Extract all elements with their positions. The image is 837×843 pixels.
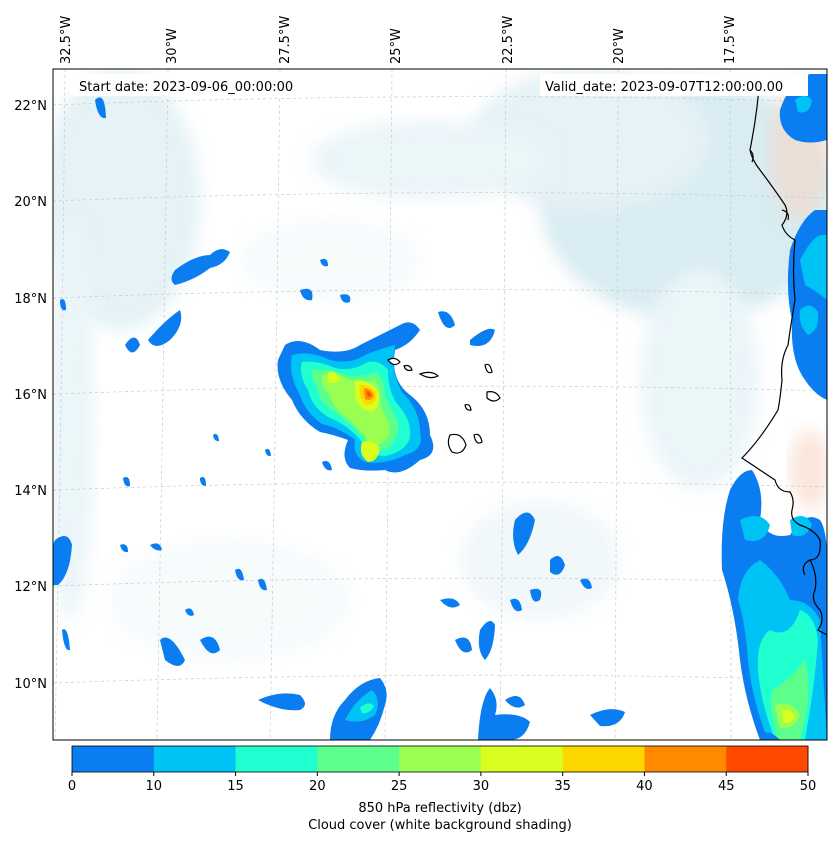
graticule <box>53 69 827 740</box>
colorbar-tick-label: 20 <box>309 779 326 794</box>
lon-label: 17.5°W <box>723 16 738 64</box>
colorbar-tick-label: 45 <box>718 779 735 794</box>
colorbar-tick-label: 40 <box>636 779 653 794</box>
reflectivity-storm-cluster <box>277 322 434 473</box>
colorbar-label: 850 hPa reflectivity (dbz) <box>358 801 522 816</box>
lat-label: 10°N <box>14 677 47 692</box>
colorbar-sublabel: Cloud cover (white background shading) <box>308 818 572 833</box>
start-date-text: Start date: 2023-09-06_00:00:00 <box>79 80 293 95</box>
colorbar: 0 10 15 20 25 30 35 40 45 50 <box>68 745 817 794</box>
colorbar-tick-label: 0 <box>68 779 76 794</box>
valid-date-text: Valid_date: 2023-09-07T12:00:00.00 <box>545 80 783 95</box>
reflectivity-scattered-cells <box>53 97 592 651</box>
lon-label: 32.5°W <box>59 16 74 64</box>
lat-label: 22°N <box>14 99 47 114</box>
lat-label: 20°N <box>14 195 47 210</box>
colorbar-tick-label: 10 <box>146 779 163 794</box>
colorbar-swatch <box>399 746 482 772</box>
valid-date-box <box>540 74 808 96</box>
lon-label: 25°W <box>389 28 404 64</box>
reflectivity-coastal-band <box>721 74 827 740</box>
colorbar-swatch <box>72 746 155 772</box>
lat-label: 16°N <box>14 388 47 403</box>
lon-label: 27.5°W <box>278 16 293 64</box>
cape-verde-islands <box>387 357 501 454</box>
colorbar-tick-label: 50 <box>800 779 817 794</box>
longitude-labels: 32.5°W 30°W 27.5°W 25°W 22.5°W 20°W 17.5… <box>59 16 738 64</box>
lat-label: 18°N <box>14 292 47 307</box>
colorbar-swatch <box>644 746 727 772</box>
colorbar-swatch <box>726 746 809 772</box>
colorbar-tick-label: 30 <box>473 779 490 794</box>
lat-label: 12°N <box>14 580 47 595</box>
latitude-labels: 22°N 20°N 18°N 16°N 14°N 12°N 10°N <box>14 99 47 692</box>
colorbar-tick-label: 25 <box>391 779 408 794</box>
lat-label: 14°N <box>14 484 47 499</box>
colorbar-swatch <box>153 746 237 772</box>
lon-label: 20°W <box>612 28 627 64</box>
start-date-box <box>70 74 315 96</box>
colorbar-tick-label: 15 <box>227 779 244 794</box>
colorbar-frame <box>71 745 809 773</box>
colorbar-swatch <box>317 746 400 772</box>
colorbar-swatch <box>562 746 645 772</box>
map-frame <box>52 68 828 741</box>
coastlines <box>741 73 827 636</box>
colorbar-tick-label: 35 <box>554 779 571 794</box>
reflectivity-south-band <box>160 621 625 740</box>
cloud-cover-layer <box>53 70 827 660</box>
colorbar-swatch <box>480 746 564 772</box>
lon-label: 22.5°W <box>501 16 516 64</box>
colorbar-swatch <box>235 746 318 772</box>
lon-label: 30°W <box>165 28 180 64</box>
